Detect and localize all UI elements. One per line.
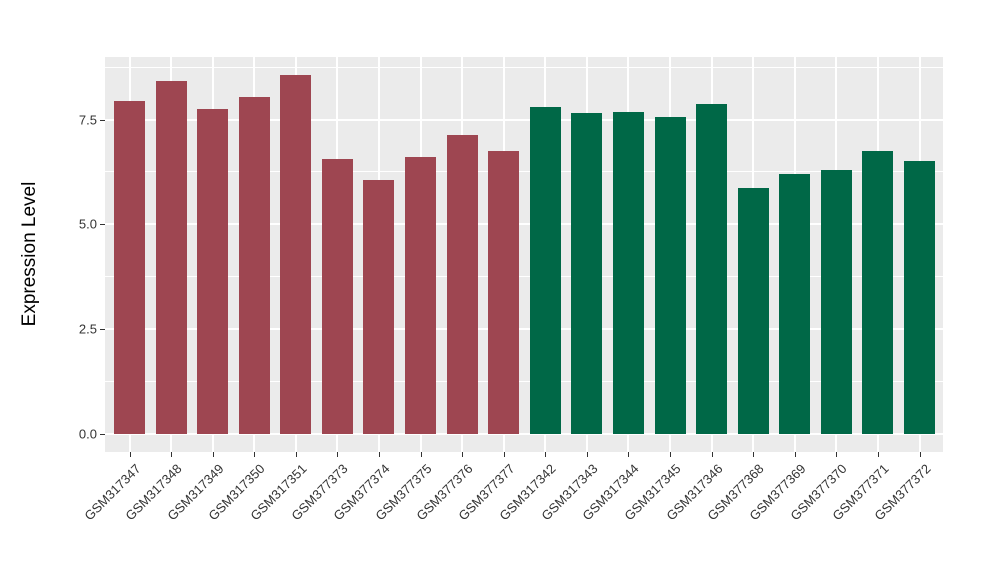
gridline-major <box>105 328 943 331</box>
x-tick-mark <box>711 452 713 457</box>
x-tick-mark <box>254 452 256 457</box>
gridline-major <box>105 433 943 436</box>
bar-GSM317348 <box>155 80 187 435</box>
bar-GSM377375 <box>405 157 437 435</box>
y-tick-label: 7.5 <box>78 112 97 128</box>
x-tick-mark <box>919 452 921 457</box>
x-tick-mark <box>670 452 672 457</box>
x-tick-mark <box>753 452 755 457</box>
x-tick-mark <box>877 452 879 457</box>
gridline-minor <box>105 171 943 173</box>
bar-GSM317350 <box>238 97 270 435</box>
bar-GSM317351 <box>280 75 312 435</box>
gridline-major <box>105 118 943 121</box>
y-axis-title: Expression Level <box>19 181 40 327</box>
y-tick-mark <box>100 434 105 436</box>
bar-GSM377376 <box>446 135 478 435</box>
x-tick-mark <box>295 452 297 457</box>
y-tick-mark <box>100 224 105 226</box>
gridline-minor <box>105 381 943 383</box>
bar-GSM377377 <box>488 151 520 435</box>
y-tick-mark <box>100 329 105 331</box>
y-tick-label: 2.5 <box>78 321 97 337</box>
y-tick-label: 0.0 <box>78 426 97 442</box>
bar-GSM377370 <box>820 169 852 435</box>
bar-GSM317342 <box>529 107 561 435</box>
x-tick-mark <box>628 452 630 457</box>
bar-GSM317349 <box>197 109 229 435</box>
x-tick-mark <box>503 452 505 457</box>
bar-GSM317344 <box>612 111 644 435</box>
x-tick-mark <box>836 452 838 457</box>
bar-GSM317343 <box>571 112 603 435</box>
plot-panel <box>105 57 943 452</box>
x-tick-mark <box>129 452 131 457</box>
x-tick-mark <box>171 452 173 457</box>
bar-GSM377371 <box>862 151 894 435</box>
gridline-minor <box>105 276 943 278</box>
bar-GSM317346 <box>696 104 728 435</box>
x-tick-mark <box>420 452 422 457</box>
bar-GSM377372 <box>904 160 936 435</box>
y-tick-mark <box>100 119 105 121</box>
x-tick-mark <box>794 452 796 457</box>
gridline-major <box>105 223 943 226</box>
x-tick-mark <box>586 452 588 457</box>
x-tick-mark <box>212 452 214 457</box>
bar-GSM317345 <box>654 117 686 435</box>
x-tick-mark <box>545 452 547 457</box>
bar-GSM377373 <box>321 158 353 435</box>
bar-GSM317347 <box>114 101 145 435</box>
y-tick-label: 5.0 <box>78 216 97 232</box>
bar-GSM377369 <box>779 174 811 435</box>
bar-GSM377374 <box>363 179 395 435</box>
x-tick-mark <box>337 452 339 457</box>
x-tick-mark <box>462 452 464 457</box>
gridline-minor <box>105 66 943 68</box>
bar-GSM377368 <box>737 188 769 435</box>
x-tick-mark <box>378 452 380 457</box>
